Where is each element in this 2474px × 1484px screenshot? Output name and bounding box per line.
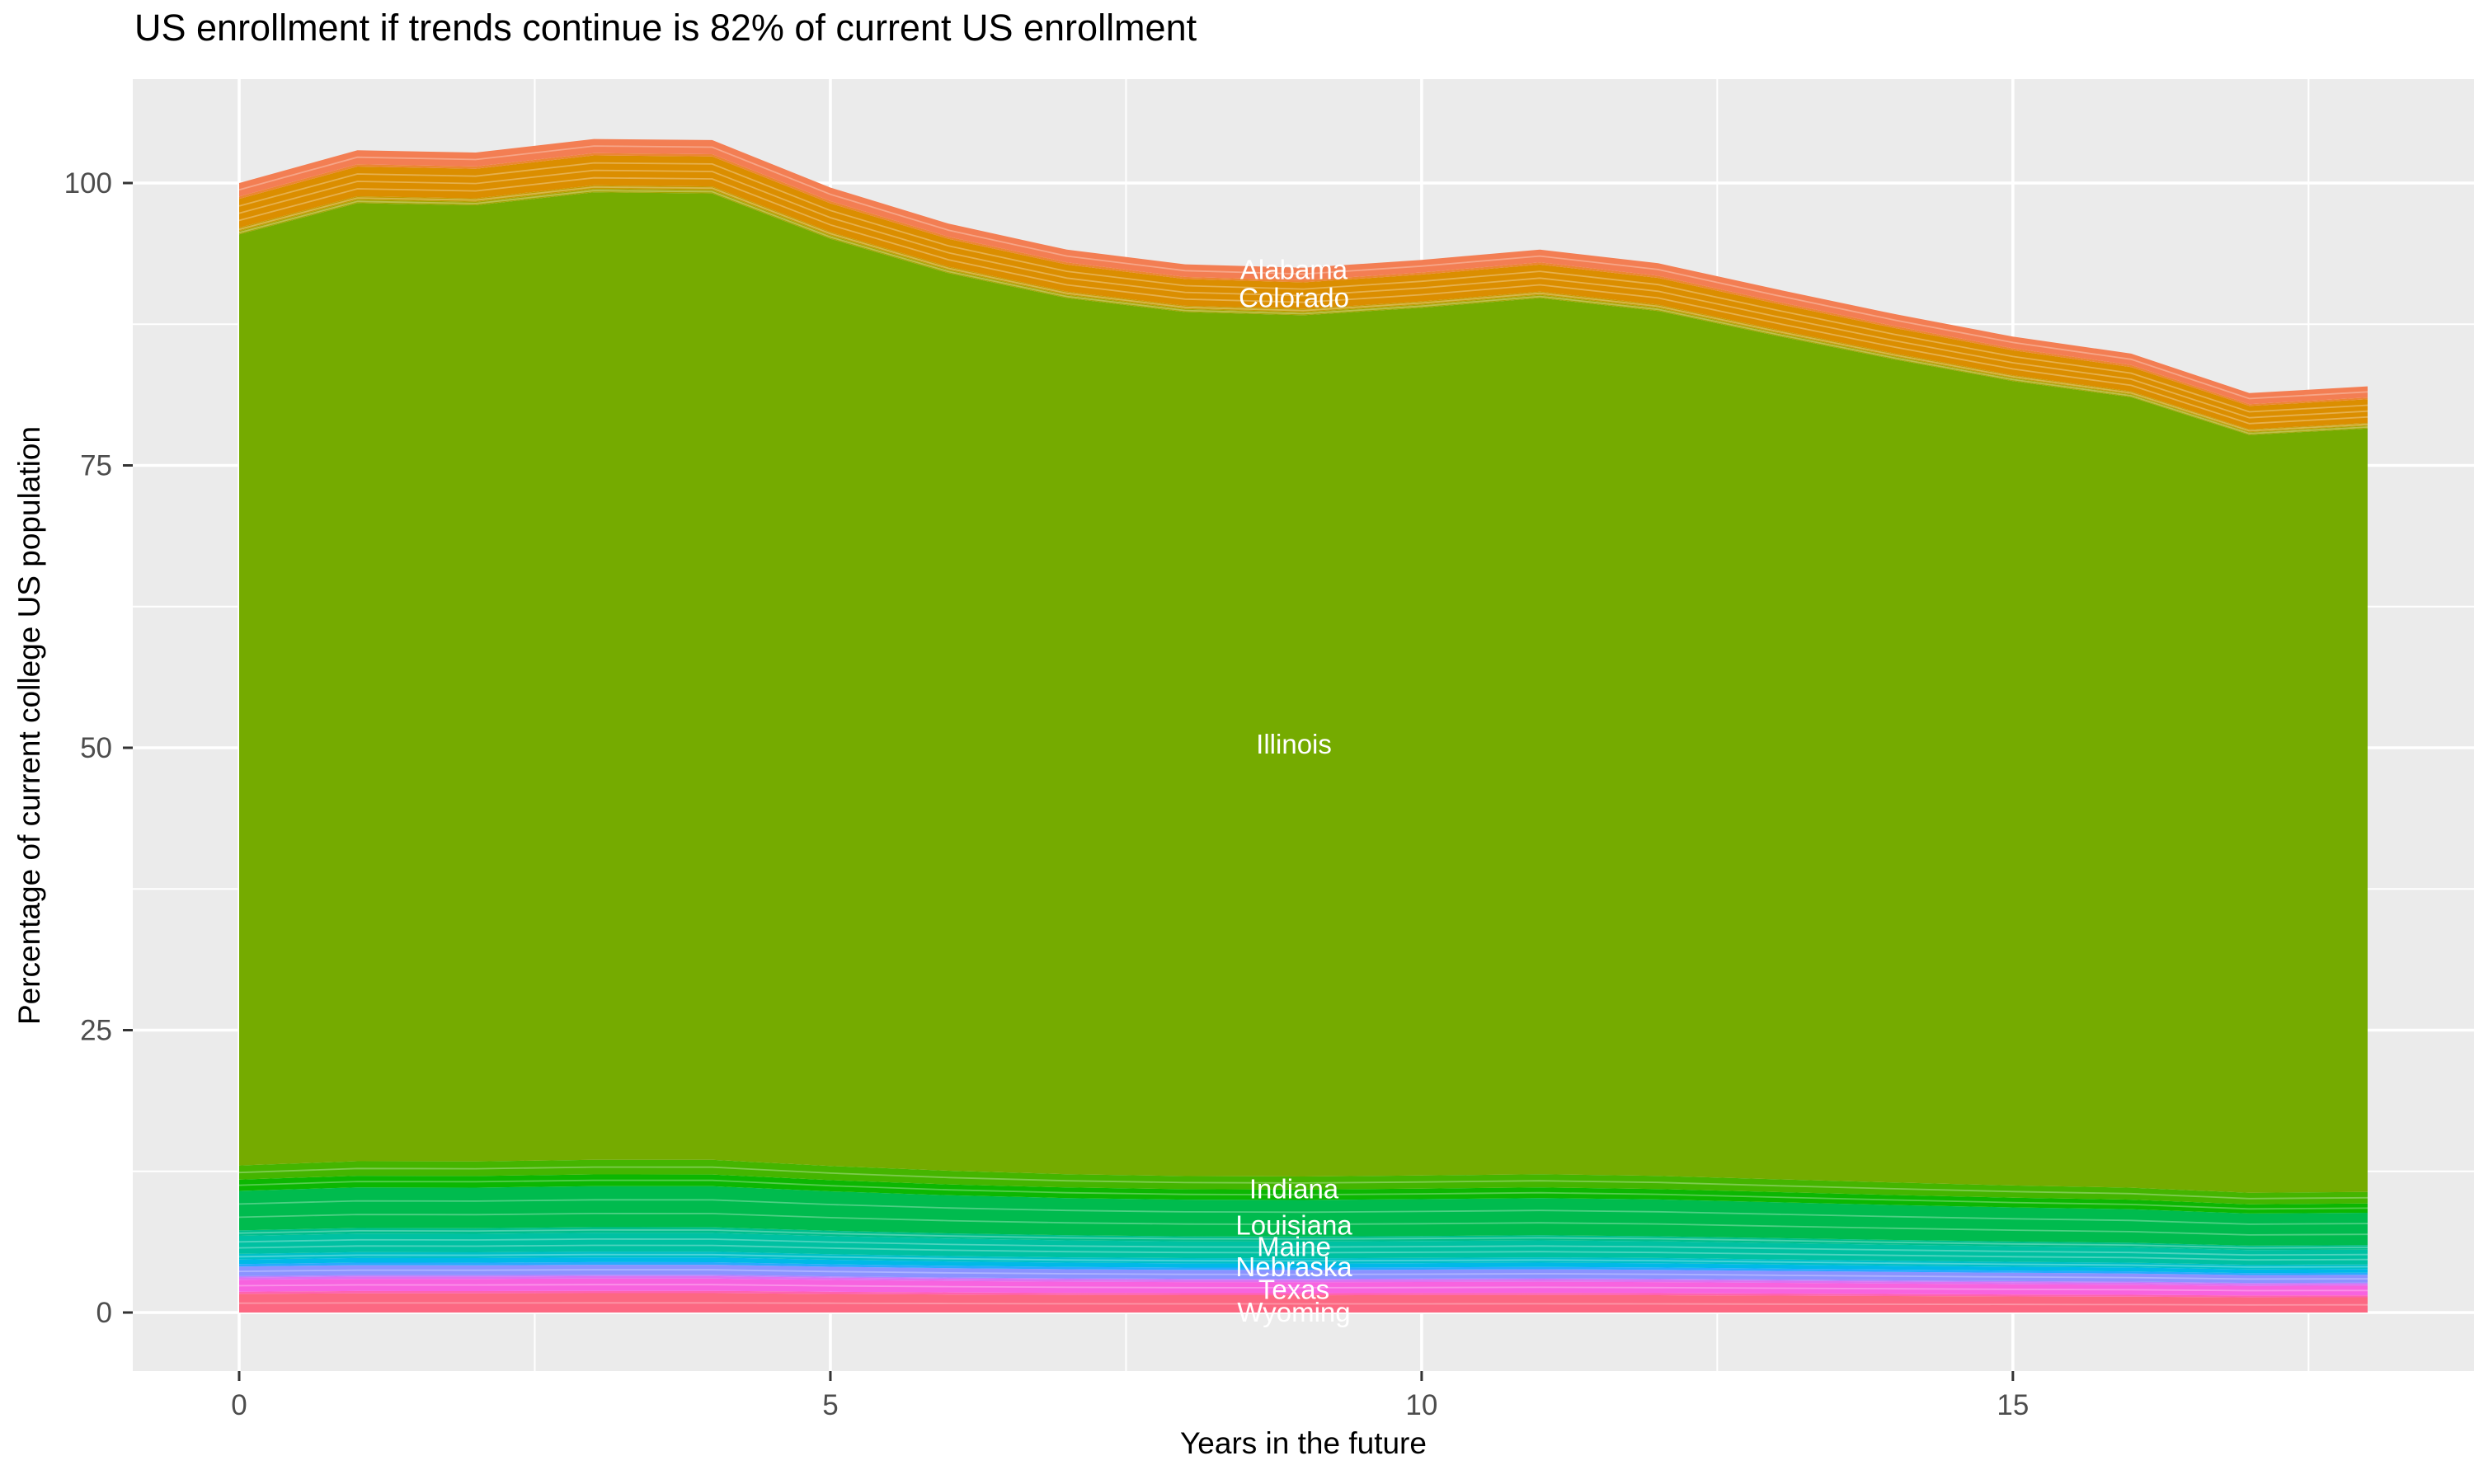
area-band-other-states-light-cyan (239, 1252, 2368, 1270)
band-separator-line (238, 1244, 2368, 1261)
area-band-louisiana (239, 1186, 2368, 1246)
state-label-indiana: Indiana (1249, 1174, 1339, 1205)
area-band-other-states-purple (239, 1275, 2368, 1284)
band-separator-line (238, 1253, 2368, 1268)
state-label-alabama: Alabama (1240, 254, 1348, 284)
y-tick-label: 0 (96, 1297, 112, 1329)
band-separator-line (238, 1199, 2368, 1225)
area-band-wyoming (239, 1293, 2368, 1313)
state-label-colorado: Colorado (1239, 283, 1349, 313)
area-band-maine (239, 1233, 2368, 1266)
y-tick-label: 100 (64, 167, 112, 200)
area-band-other-states-periwinkle (239, 1265, 2368, 1284)
state-label-maine: Maine (1257, 1232, 1331, 1262)
band-separator-line (238, 162, 2368, 413)
axes: 0 25 50 75 100 0 5 10 15 (64, 167, 2030, 1421)
area-band-illinois (239, 192, 2368, 1193)
band-separator-line (238, 176, 2368, 425)
area-band-colorado (239, 155, 2368, 430)
area-bands (238, 139, 2368, 1313)
band-separator-line (238, 1228, 2368, 1249)
x-axis-title: Years in the future (1180, 1426, 1427, 1460)
state-label-louisiana: Louisiana (1235, 1210, 1352, 1241)
area-band-nebraska (239, 1257, 2368, 1274)
state-label-wyoming: Wyoming (1237, 1297, 1350, 1327)
band-separator-line (238, 1237, 2368, 1256)
band-separator-line (238, 1212, 2368, 1236)
area-band-other-states-azure (239, 1261, 2368, 1275)
area-band-other-states-pink (239, 1290, 2368, 1298)
area-band-alabama (239, 139, 2368, 405)
state-label-nebraska: Nebraska (1235, 1252, 1352, 1282)
band-separator-line (238, 186, 2368, 432)
y-tick-label: 25 (80, 1015, 112, 1047)
band-separator-line (238, 145, 2368, 400)
area-band-indiana (239, 1159, 2368, 1205)
y-tick-label: 50 (80, 732, 112, 764)
band-separator-line (238, 1269, 2368, 1280)
band-separator-line (238, 1302, 2368, 1306)
state-label-illinois: Illinois (1256, 729, 1332, 759)
band-separator-line (238, 1179, 2368, 1210)
state-label-texas: Texas (1258, 1275, 1329, 1305)
chart-title: US enrollment if trends continue is 82% … (134, 7, 1197, 49)
band-separator-line (238, 190, 2368, 434)
y-axis-title: Percentage of current college US populat… (12, 425, 46, 1026)
band-separator-line (238, 1284, 2368, 1292)
y-tick-label: 75 (80, 450, 112, 482)
x-tick-label: 5 (822, 1389, 838, 1421)
area-band-texas (239, 1278, 2368, 1296)
x-tick-label: 0 (231, 1389, 247, 1421)
x-tick-label: 15 (1997, 1389, 2029, 1421)
band-separator-line (238, 1166, 2368, 1200)
area-band-other-states-bright-green (239, 1174, 2368, 1214)
x-tick-label: 10 (1405, 1389, 1437, 1421)
band-separator-line (238, 169, 2368, 419)
area-band-other-states-violet (239, 1275, 2368, 1286)
area-band-other-states-sea-green (239, 1227, 2368, 1251)
